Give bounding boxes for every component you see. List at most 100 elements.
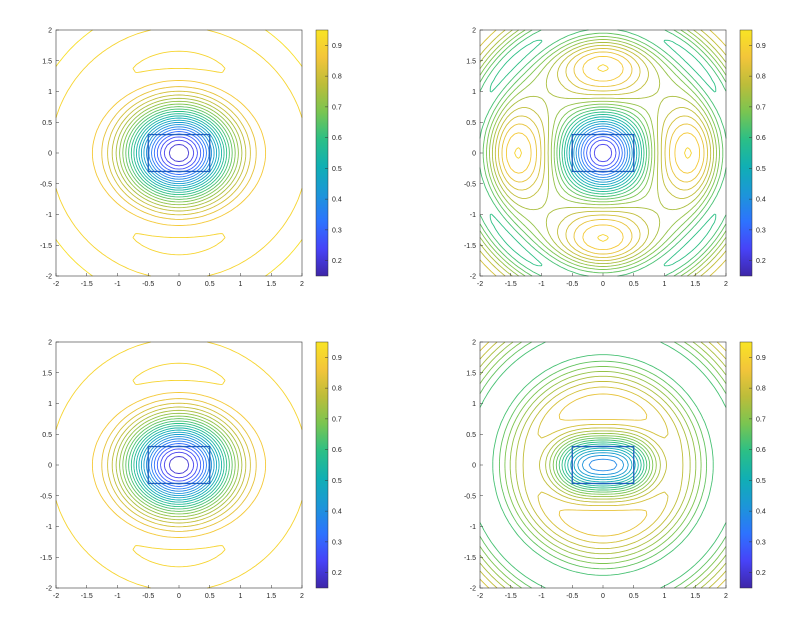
contour-line — [122, 103, 236, 203]
y-tick-label: 0 — [48, 463, 52, 470]
contour-line — [505, 55, 701, 251]
contour-line — [589, 139, 617, 167]
y-tick-label: -0.5 — [464, 493, 476, 500]
x-tick-label: -2 — [477, 281, 483, 288]
contour-line — [143, 433, 215, 497]
colorbar-tick-label: 0.9 — [332, 355, 342, 362]
y-tick-label: 2 — [472, 340, 476, 347]
x-tick-label: 1 — [663, 281, 667, 288]
x-tick-label: -0.5 — [566, 281, 578, 288]
contour-line — [479, 341, 727, 589]
contour-line — [55, 29, 303, 277]
contour-line — [128, 420, 230, 510]
x-tick-label: 0 — [601, 593, 605, 600]
contour-panel-bottom-left: -2 -1.5 -1 -0.5 0 0.5 1 1.5 2 2 1.5 1 0.5 0 -0.5 -1 -1.5… — [28, 332, 408, 612]
contour-line — [140, 119, 218, 187]
colorbar — [315, 341, 329, 589]
colorbar-tick-label: 0.4 — [332, 509, 342, 516]
colorbar-tick-label: 0.2 — [756, 570, 766, 577]
colorbar-tick-label: 0.2 — [756, 258, 766, 265]
x-tick-label: -1 — [114, 593, 120, 600]
colorbar-tick-label: 0.8 — [756, 74, 766, 81]
colorbar-tick-label: 0.4 — [756, 509, 766, 516]
x-tick-label: -2 — [53, 593, 59, 600]
contour-line — [479, 29, 727, 277]
contour-line — [55, 341, 303, 589]
contour-line — [153, 131, 205, 175]
y-tick-label: -1.5 — [40, 555, 52, 562]
axes-box — [479, 341, 727, 589]
contour-line — [501, 51, 705, 255]
colorbar-tick-label: 0.3 — [756, 539, 766, 546]
contour-panel-top-left: -2 -1.5 -1 -0.5 0 0.5 1 1.5 2 2 1.5 1 0.5 0 -0.5 -1 -1.5… — [28, 20, 408, 300]
contour-plot-3: -2 -1.5 -1 -0.5 0 0.5 1 1.5 2 2 1.5 1 0.5 0 -0.5 -1 -1.5… — [40, 340, 342, 601]
contour-line — [145, 124, 213, 182]
contour-line — [55, 29, 303, 277]
contour-line — [115, 409, 243, 521]
y-tick-label: -1 — [470, 212, 476, 219]
colorbar-tick-label: 0.6 — [332, 447, 342, 454]
contour-line — [115, 97, 243, 209]
colorbar-tick-label: 0.6 — [756, 135, 766, 142]
contour-line — [568, 118, 638, 188]
y-tick-label: -0.5 — [464, 181, 476, 188]
contour-line — [479, 341, 727, 589]
y-tick-label: -2 — [470, 274, 476, 281]
contour-line — [151, 128, 207, 178]
x-tick-label: -1 — [538, 593, 544, 600]
obstacle-rectangle — [571, 133, 635, 173]
y-tick-label: 0 — [472, 151, 476, 158]
x-tick-label: -1 — [114, 281, 120, 288]
obstacle-rectangle — [571, 445, 635, 485]
colorbar-tick-label: 0.7 — [756, 416, 766, 423]
colorbar-tick-label: 0.5 — [332, 166, 342, 173]
x-tick-label: 2 — [724, 593, 728, 600]
y-tick-label: -1.5 — [40, 243, 52, 250]
axes-box — [479, 29, 727, 277]
colorbar-tick-label: 0.3 — [332, 227, 342, 234]
y-tick-label: 1 — [472, 401, 476, 408]
contour-line — [148, 438, 210, 492]
contour-line — [135, 427, 223, 503]
x-tick-label: -1.5 — [81, 281, 93, 288]
x-tick-label: -1.5 — [505, 593, 517, 600]
colorbar-tick-label: 0.5 — [756, 166, 766, 173]
x-tick-label: 0.5 — [629, 281, 639, 288]
contour-line — [111, 406, 247, 524]
y-tick-label: -1.5 — [464, 243, 476, 250]
y-tick-label: -1.5 — [464, 555, 476, 562]
x-tick-label: -1.5 — [81, 593, 93, 600]
colorbar — [315, 29, 329, 277]
x-tick-label: 1.5 — [266, 281, 276, 288]
contour-line — [570, 447, 636, 483]
contour-line — [163, 451, 195, 479]
colorbar-tick-label: 0.8 — [332, 74, 342, 81]
contour-line — [140, 431, 218, 499]
x-tick-label: 0.5 — [205, 281, 215, 288]
colorbar — [739, 341, 753, 589]
y-tick-label: 0.5 — [42, 120, 52, 127]
colorbar-tick-label: 0.7 — [756, 104, 766, 111]
x-tick-label: -1.5 — [505, 281, 517, 288]
contour-line — [558, 393, 648, 537]
contour-line — [133, 113, 225, 193]
contour-line — [148, 126, 210, 180]
y-tick-label: 2 — [48, 28, 52, 35]
contour-line — [573, 449, 633, 481]
contour-line — [143, 121, 215, 185]
contour-line — [581, 455, 625, 475]
colorbar-tick-label: 0.6 — [756, 447, 766, 454]
y-tick-label: -1 — [470, 524, 476, 531]
contour-line — [163, 139, 195, 167]
contour-line — [479, 29, 727, 277]
contour-line — [571, 121, 635, 185]
y-tick-label: -1 — [46, 524, 52, 531]
contour-line — [578, 128, 628, 178]
y-tick-label: 0 — [48, 151, 52, 158]
colorbar-tick-label: 0.2 — [332, 570, 342, 577]
x-tick-label: 0 — [177, 281, 181, 288]
y-tick-label: 0 — [472, 463, 476, 470]
x-tick-label: 1.5 — [690, 593, 700, 600]
contour-line — [489, 39, 717, 267]
contour-line — [479, 29, 727, 277]
